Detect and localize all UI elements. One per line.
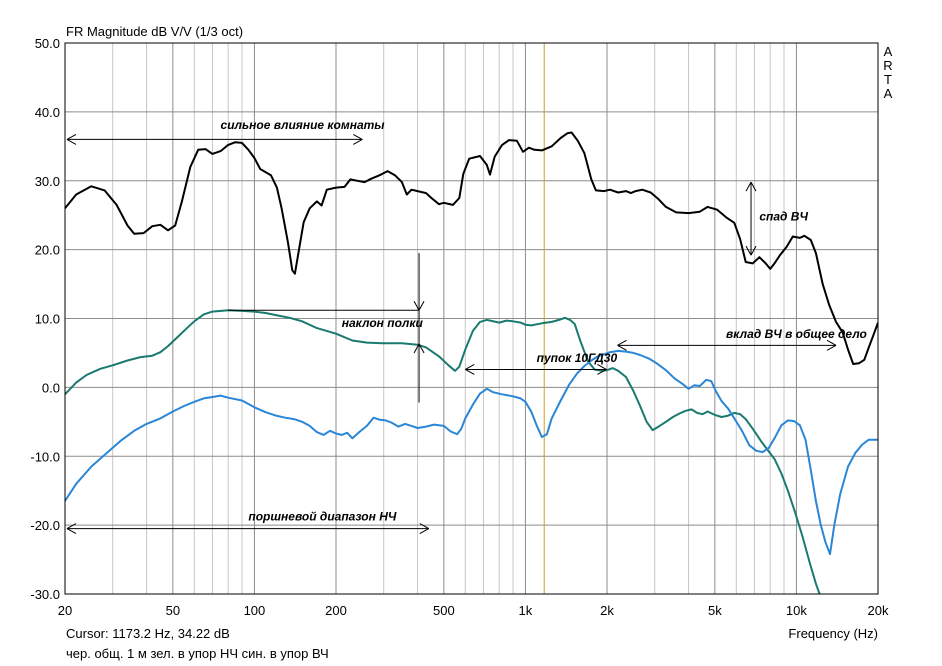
annotation-label: сильное влияние комнаты: [221, 118, 386, 132]
x-tick-label: 2k: [600, 603, 614, 618]
y-tick-label: 20.0: [35, 243, 60, 258]
series-line: [65, 309, 821, 594]
annotation: вклад ВЧ в общее дело: [617, 327, 867, 351]
arrow-head: [413, 343, 420, 354]
arrow-head: [66, 528, 77, 535]
arrow-head: [826, 339, 837, 346]
arrow-head: [418, 343, 425, 354]
chart-series: [65, 131, 878, 594]
arrow-head: [66, 133, 77, 140]
annotation: пупок 10ГД30: [465, 351, 617, 375]
side-label-letter: R: [883, 58, 892, 73]
arrow-head: [617, 339, 627, 346]
x-tick-label: 10k: [786, 603, 807, 618]
annotation: сильное влияние комнаты: [66, 118, 386, 145]
arrow-head: [617, 344, 627, 351]
chart-grid: [65, 43, 878, 594]
annotation: поршневой диапазон НЧ: [66, 509, 430, 535]
arrow-head: [597, 369, 607, 375]
arrow-head: [419, 528, 430, 535]
legend-footer: чер. общ. 1 м зел. в упор НЧ син. в упор…: [66, 646, 329, 661]
side-label-letter: A: [884, 86, 893, 101]
arrow-head: [66, 523, 77, 530]
x-tick-label: 500: [433, 603, 455, 618]
side-label-letter: A: [884, 44, 893, 59]
x-tick-label: 200: [325, 603, 347, 618]
y-tick-label: -20.0: [30, 518, 60, 533]
x-axis-label: Frequency (Hz): [788, 626, 878, 641]
arrow-head: [353, 133, 363, 140]
arrow-head: [750, 181, 757, 192]
cursor-readout: Cursor: 1173.2 Hz, 34.22 dB: [66, 626, 230, 641]
series-line: [65, 349, 878, 556]
x-tick-label: 20: [58, 603, 72, 618]
arrow-head: [419, 523, 430, 530]
arrow-head: [465, 369, 475, 375]
side-label-letter: T: [884, 72, 892, 87]
annotation-label: поршневой диапазон НЧ: [248, 509, 396, 523]
plot-frame: [64, 42, 879, 595]
y-tick-label: 30.0: [35, 174, 60, 189]
arrow-head: [826, 344, 837, 351]
x-axis-tick-labels: 20 50 100 200 500 1k 2k 5k 10k 20k: [58, 603, 889, 618]
y-tick-label: 10.0: [35, 312, 60, 327]
arrow-head: [413, 300, 420, 311]
annotation-label: наклон полки: [342, 316, 424, 330]
x-tick-label: 1k: [519, 603, 533, 618]
series-line: [65, 131, 878, 365]
annotation: спад ВЧ: [745, 181, 808, 256]
arrow-head: [353, 138, 363, 145]
annotation-label: пупок 10ГД30: [537, 351, 618, 365]
y-tick-label: -10.0: [30, 449, 60, 464]
x-tick-label: 50: [166, 603, 180, 618]
x-tick-label: 5k: [708, 603, 722, 618]
arrow-head: [597, 364, 607, 370]
y-axis-tick-labels: 50.0 40.0 30.0 20.0 10.0 0.0 -10.0 -20.0 -30.0: [30, 36, 60, 602]
annotation: наклон полки: [228, 253, 425, 403]
annotation-label: вклад ВЧ в общее дело: [726, 327, 867, 341]
arrow-head: [745, 245, 752, 256]
chart-annotations: сильное влияние комнаты спад ВЧ наклон пол…: [66, 118, 867, 535]
annotation-label: спад ВЧ: [759, 210, 808, 224]
x-tick-label: 100: [244, 603, 266, 618]
x-tick-label: 20k: [868, 603, 889, 618]
chart-title: FR Magnitude dB V/V (1/3 oct): [66, 24, 243, 39]
y-tick-label: 0.0: [42, 380, 60, 395]
arrow-head: [418, 300, 425, 311]
y-tick-label: 40.0: [35, 105, 60, 120]
arrow-head: [745, 181, 752, 192]
arrow-head: [66, 138, 77, 145]
y-tick-label: -30.0: [30, 587, 60, 602]
arrow-head: [750, 245, 757, 256]
y-tick-label: 50.0: [35, 36, 60, 51]
arrow-head: [465, 364, 475, 370]
